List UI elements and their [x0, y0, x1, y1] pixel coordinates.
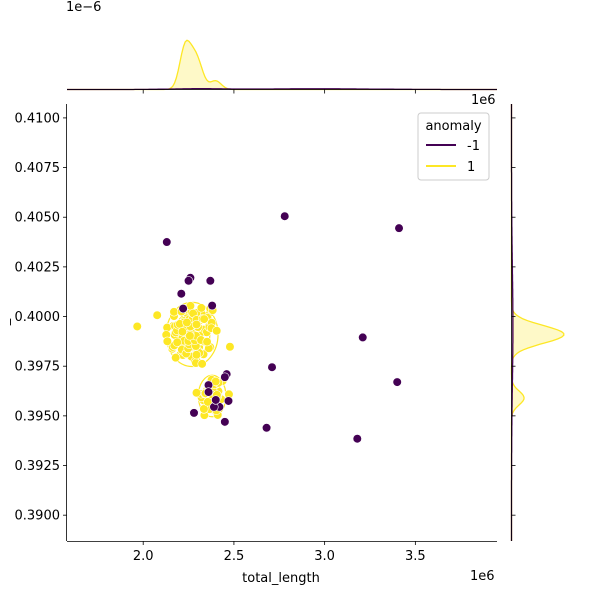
- top-marginal-fills: [67, 40, 497, 90]
- scatter-point-anomaly: [189, 408, 199, 418]
- scatter-point-normal: [162, 336, 172, 346]
- y-tick-label: 0.4100: [15, 111, 61, 126]
- x-tick-label: 2.0: [133, 549, 154, 564]
- scatter-point-anomaly: [223, 396, 234, 406]
- scatter-points: [132, 211, 404, 444]
- y-tick-label: 0.3950: [15, 409, 61, 424]
- scatter-point-anomaly: [220, 417, 230, 427]
- y-tick-label: 0.3900: [15, 509, 61, 524]
- scatter-point-anomaly: [211, 395, 221, 405]
- scatter-point-normal: [185, 331, 195, 341]
- top-marginal-fill: [67, 40, 497, 90]
- y-offset-label: 1e6: [471, 93, 496, 108]
- scatter-point-normal: [172, 337, 182, 347]
- top-marginal-offset-label: 1e−6: [66, 0, 101, 15]
- y-tick-label: 0.4050: [15, 211, 61, 226]
- scatter-point-normal: [132, 321, 142, 332]
- y-tick-label: 0.4000: [15, 310, 61, 325]
- legend-title: anomaly: [425, 119, 481, 134]
- y-tick-label: 0.3975: [15, 360, 61, 375]
- right-marginal-fills: [511, 104, 564, 541]
- scatter-point-anomaly: [183, 276, 194, 286]
- right-marginal-fill: [511, 104, 513, 541]
- x-axis-ticks: 2.0 2.5 3.0 3.5: [133, 541, 426, 564]
- y-tick-label: 0.4075: [15, 161, 61, 176]
- legend: anomaly -1 1: [417, 112, 490, 181]
- main-axes: 2.0 2.5 3.0 3.5 0.3900 0.3925 0.3950 0.3975 0.4…: [0, 104, 497, 586]
- scatter-point-normal: [152, 310, 162, 320]
- scatter-point-anomaly: [162, 237, 172, 247]
- scatter-point-anomaly: [220, 372, 230, 382]
- scatter-point-normal: [191, 388, 202, 398]
- x-tick-label: 3.5: [405, 549, 426, 564]
- scatter-point-normal: [196, 303, 206, 313]
- scatter-point-anomaly: [358, 332, 368, 342]
- scatter-point-normal: [177, 327, 187, 337]
- scatter-point-normal: [199, 314, 209, 324]
- scatter-point-anomaly: [207, 301, 217, 311]
- legend-label-1: 1: [467, 160, 475, 175]
- right-marginal-fill: [511, 104, 564, 541]
- scatter-point-normal: [171, 353, 181, 363]
- legend-label-neg1: -1: [467, 139, 480, 154]
- y-tick-label: 0.4025: [15, 260, 61, 275]
- scatter-point-normal: [182, 317, 192, 328]
- scatter-point-anomaly: [352, 434, 362, 444]
- scatter-point-normal: [202, 337, 212, 347]
- scatter-point-anomaly: [261, 423, 272, 433]
- scatter-point-anomaly: [394, 223, 404, 233]
- top-marginal: 1e−6: [66, 0, 497, 94]
- scatter-point-normal: [191, 319, 202, 330]
- y-tick-label: 0.3925: [15, 459, 61, 474]
- scatter-point-anomaly: [267, 362, 277, 372]
- top-marginal-lines: [67, 39, 497, 91]
- scatter-point-normal: [191, 350, 202, 360]
- scatter-point-normal: [225, 342, 235, 352]
- scatter-point-anomaly: [280, 211, 290, 221]
- legend-frame: [417, 112, 490, 181]
- y-axis-label: _: [0, 318, 12, 326]
- scatter-point-anomaly: [178, 303, 188, 314]
- scatter-point-normal: [199, 404, 209, 414]
- right-marginal: 1e6: [471, 93, 565, 541]
- scatter-point-normal: [197, 359, 207, 369]
- x-tick-label: 2.5: [224, 549, 245, 564]
- x-offset-label: 1e6: [470, 569, 495, 584]
- x-tick-label: 3.0: [314, 549, 335, 564]
- x-axis-label: total_length: [242, 571, 320, 586]
- scatter-point-anomaly: [203, 387, 214, 397]
- scatter-point-normal: [212, 326, 222, 336]
- right-marginal-ticks: [511, 117, 516, 516]
- top-marginal-density: [67, 39, 497, 91]
- top-marginal-ticks: [142, 89, 416, 94]
- scatter-point-anomaly: [392, 377, 402, 387]
- scatter-point-anomaly: [205, 276, 215, 286]
- y-axis-ticks: 0.3900 0.3925 0.3950 0.3975 0.4000 0.4025 0.40…: [15, 111, 67, 524]
- scatter-point-anomaly: [176, 289, 186, 299]
